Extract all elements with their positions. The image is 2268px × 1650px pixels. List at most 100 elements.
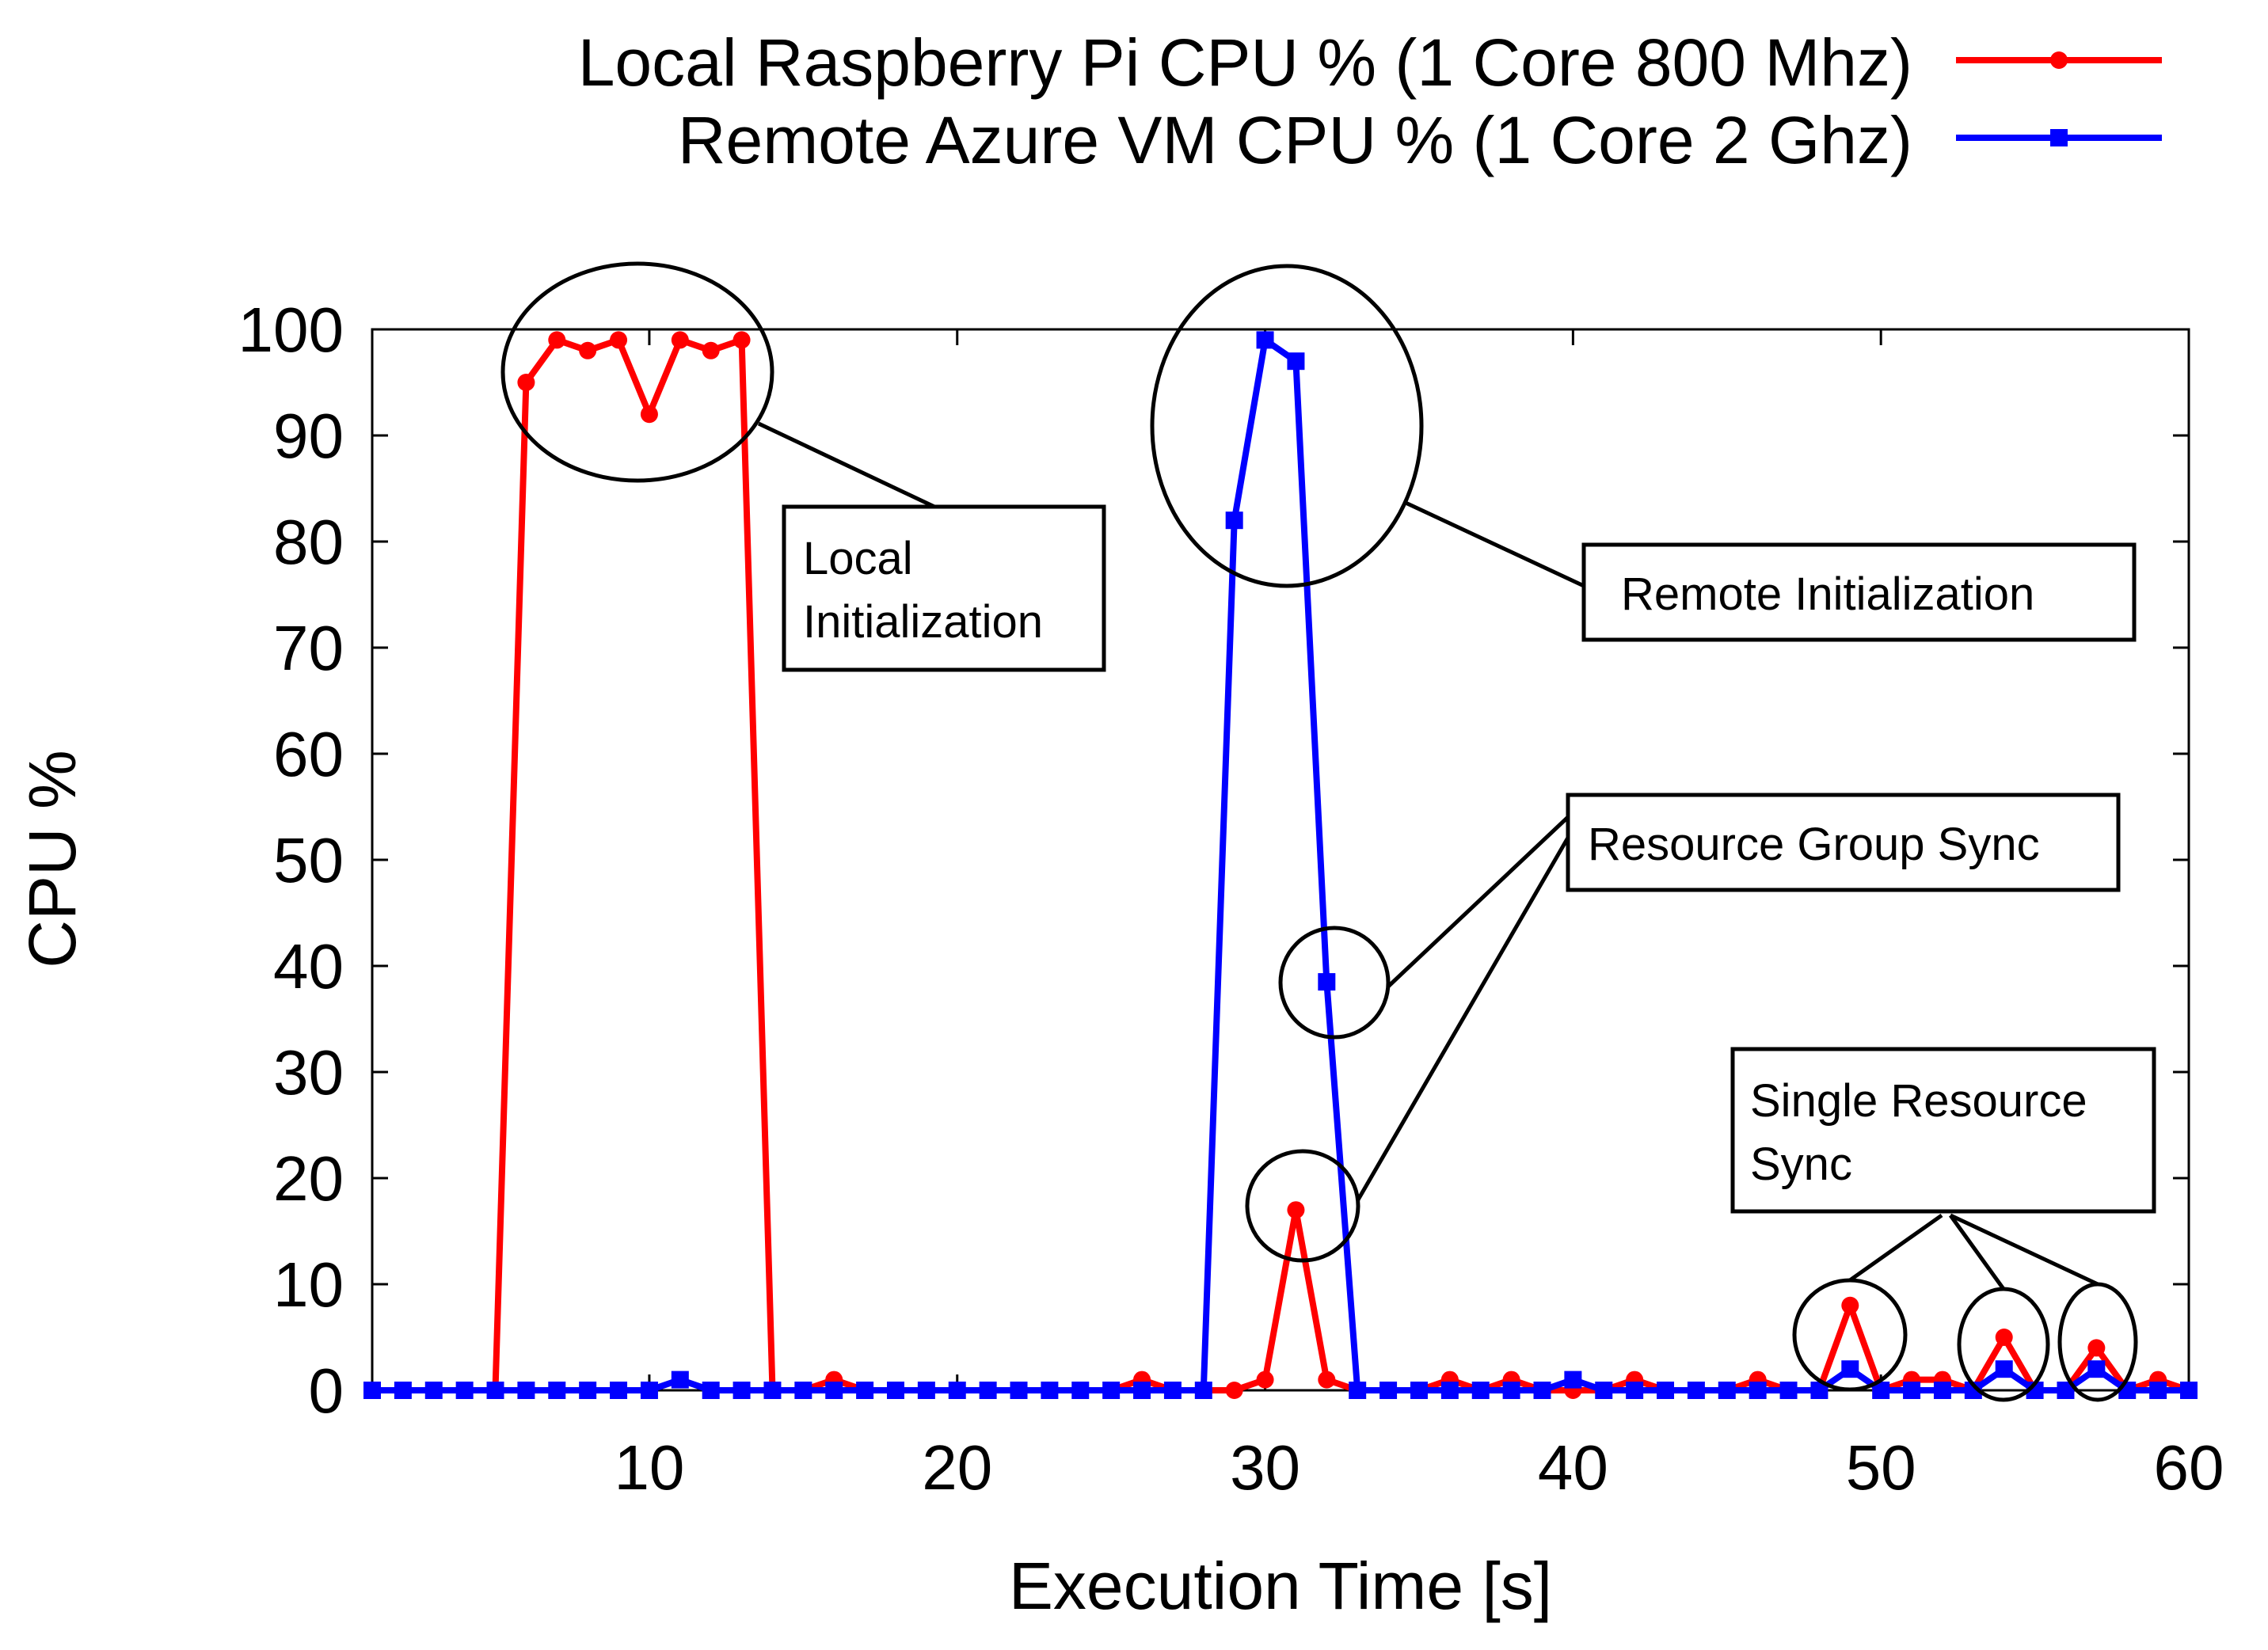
data-point (2087, 1360, 2106, 1378)
data-point (1410, 1382, 1428, 1399)
data-point (455, 1382, 474, 1399)
data-point (1995, 1360, 2013, 1378)
data-point (1010, 1382, 1028, 1399)
data-point (2087, 1339, 2106, 1357)
callout-leader-single-sync-1 (1848, 1213, 1943, 1283)
data-point (1471, 1382, 1490, 1399)
callout-leader-rg-sync-1 (1387, 815, 1570, 988)
data-point (917, 1382, 935, 1399)
x-tick-label: 40 (1538, 1432, 1608, 1503)
data-point (1810, 1382, 1828, 1399)
callout-ellipse-rg-sync-remote (1278, 926, 1391, 1040)
data-point (948, 1382, 966, 1399)
y-tick-label: 70 (273, 613, 344, 683)
x-axis: 10 20 30 40 50 60 (614, 329, 2224, 1503)
data-point (763, 1382, 782, 1399)
data-point (1564, 1371, 1582, 1389)
legend-marker-local (2050, 51, 2068, 69)
callout-leader-remote-init (1404, 500, 1585, 588)
data-point (1626, 1382, 1644, 1399)
data-point (1256, 331, 1274, 349)
callout-text-remote-init: Remote Initialization (1621, 568, 2034, 620)
data-point (1041, 1382, 1059, 1399)
data-point (671, 1371, 689, 1389)
callout-box-rg-sync (1566, 793, 2121, 892)
x-tick-label: 60 (2154, 1432, 2224, 1503)
data-point (1533, 1382, 1551, 1399)
y-axis-label: CPU % (15, 750, 89, 968)
data-point (1256, 1371, 1274, 1389)
callout-box-remote-init (1581, 542, 2137, 642)
y-tick-label: 10 (273, 1249, 344, 1320)
data-point (1687, 1382, 1705, 1399)
x-tick-label: 30 (1230, 1432, 1300, 1503)
x-tick-label: 20 (922, 1432, 992, 1503)
data-point (1841, 1360, 1859, 1378)
data-point (2149, 1382, 2167, 1399)
callout-text-rg-sync: Resource Group Sync (1588, 819, 2040, 870)
callout-ellipse-local-init (500, 261, 774, 483)
data-point (1194, 1382, 1212, 1399)
data-point (1933, 1382, 1951, 1399)
callout-box-local-init (782, 504, 1106, 672)
callouts (500, 261, 2156, 1402)
data-point (886, 1382, 904, 1399)
data-point (1779, 1382, 1798, 1399)
data-point (1318, 1371, 1336, 1389)
y-tick-label: 20 (273, 1143, 344, 1214)
data-point (1379, 1382, 1398, 1399)
data-point (640, 1382, 658, 1399)
callout-ellipse-remote-init (1150, 264, 1424, 588)
x-tick-label: 10 (614, 1432, 684, 1503)
data-point (979, 1382, 997, 1399)
data-point (1718, 1382, 1736, 1399)
y-tick-label: 100 (238, 295, 344, 365)
data-point (702, 341, 720, 359)
data-point (856, 1382, 874, 1399)
data-point (794, 1382, 812, 1399)
y-tick-label: 0 (309, 1355, 344, 1426)
series-remote-azure-vm (363, 331, 2198, 1399)
x-axis-label: Execution Time [s] (1009, 1549, 1552, 1623)
callout-ellipse-rg-sync-local (1245, 1149, 1360, 1263)
data-point (363, 1382, 381, 1399)
data-point (1749, 1382, 1767, 1399)
data-point (1318, 973, 1336, 991)
data-point (1841, 1296, 1859, 1314)
data-point (1995, 1329, 2013, 1346)
legend-label-local: Local Raspberry Pi CPU % (1 Core 800 Mhz… (578, 25, 1912, 100)
callout-leader-single-sync-3 (1949, 1213, 2099, 1287)
callout-text-single-sync: Single Resource Sync (1750, 1075, 2087, 1190)
data-point (517, 1382, 535, 1399)
callout-box-single-sync (1730, 1047, 2156, 1214)
callout-leader-single-sync-2 (1948, 1214, 2006, 1291)
y-tick-label: 90 (273, 401, 344, 471)
data-point (548, 331, 566, 349)
data-point (394, 1382, 412, 1399)
data-point (702, 1382, 720, 1399)
data-point (1225, 1382, 1243, 1399)
data-point (579, 341, 597, 359)
data-point (1595, 1382, 1613, 1399)
y-tick-label: 40 (273, 931, 344, 1002)
y-tick-label: 60 (273, 719, 344, 789)
y-tick-label: 80 (273, 507, 344, 577)
data-point (1349, 1382, 1367, 1399)
legend-marker-remote (2050, 129, 2068, 146)
data-point (733, 331, 751, 349)
data-point (517, 374, 535, 391)
data-point (1287, 352, 1305, 371)
data-point (2057, 1382, 2075, 1399)
data-point (1502, 1382, 1520, 1399)
data-point (1903, 1382, 1921, 1399)
legend: Local Raspberry Pi CPU % (1 Core 800 Mhz… (578, 25, 2162, 177)
data-point (1964, 1382, 1982, 1399)
callout-leader-rg-sync-2 (1355, 836, 1570, 1203)
legend-label-remote: Remote Azure VM CPU % (1 Core 2 Ghz) (678, 103, 1912, 177)
data-point (1657, 1382, 1675, 1399)
data-point (1102, 1382, 1121, 1399)
data-point (610, 1382, 628, 1399)
data-point (1163, 1382, 1182, 1399)
data-point (1133, 1382, 1151, 1399)
